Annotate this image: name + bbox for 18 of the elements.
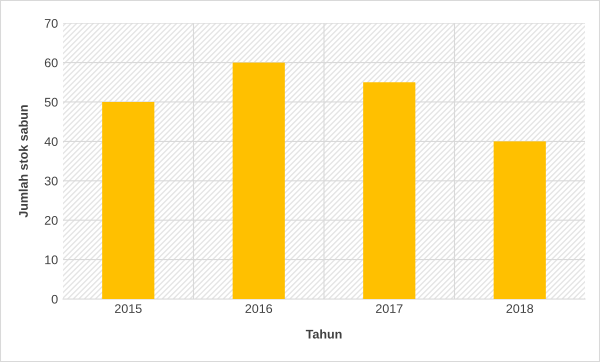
bar <box>232 62 285 300</box>
y-tick-label: 70 <box>44 18 58 28</box>
x-axis-title: Tahun <box>306 329 342 339</box>
y-axis-title: Jumlah stok sabun <box>18 105 28 218</box>
bar <box>102 102 154 300</box>
x-tick-label: 2017 <box>376 304 403 314</box>
y-tick-label: 40 <box>44 137 58 146</box>
y-tick-label: 60 <box>44 58 58 68</box>
bar <box>494 141 546 300</box>
x-tick-label: 2016 <box>245 304 272 314</box>
y-tick-label: 20 <box>44 216 58 225</box>
y-tick-label: 30 <box>44 176 58 186</box>
y-tick-label: 0 <box>52 294 58 304</box>
x-tick-label: 2018 <box>506 304 534 314</box>
y-tick-label: 10 <box>45 255 58 264</box>
y-tick-label: 50 <box>44 98 58 107</box>
bar <box>363 82 416 300</box>
x-tick-label: 2015 <box>114 304 142 314</box>
